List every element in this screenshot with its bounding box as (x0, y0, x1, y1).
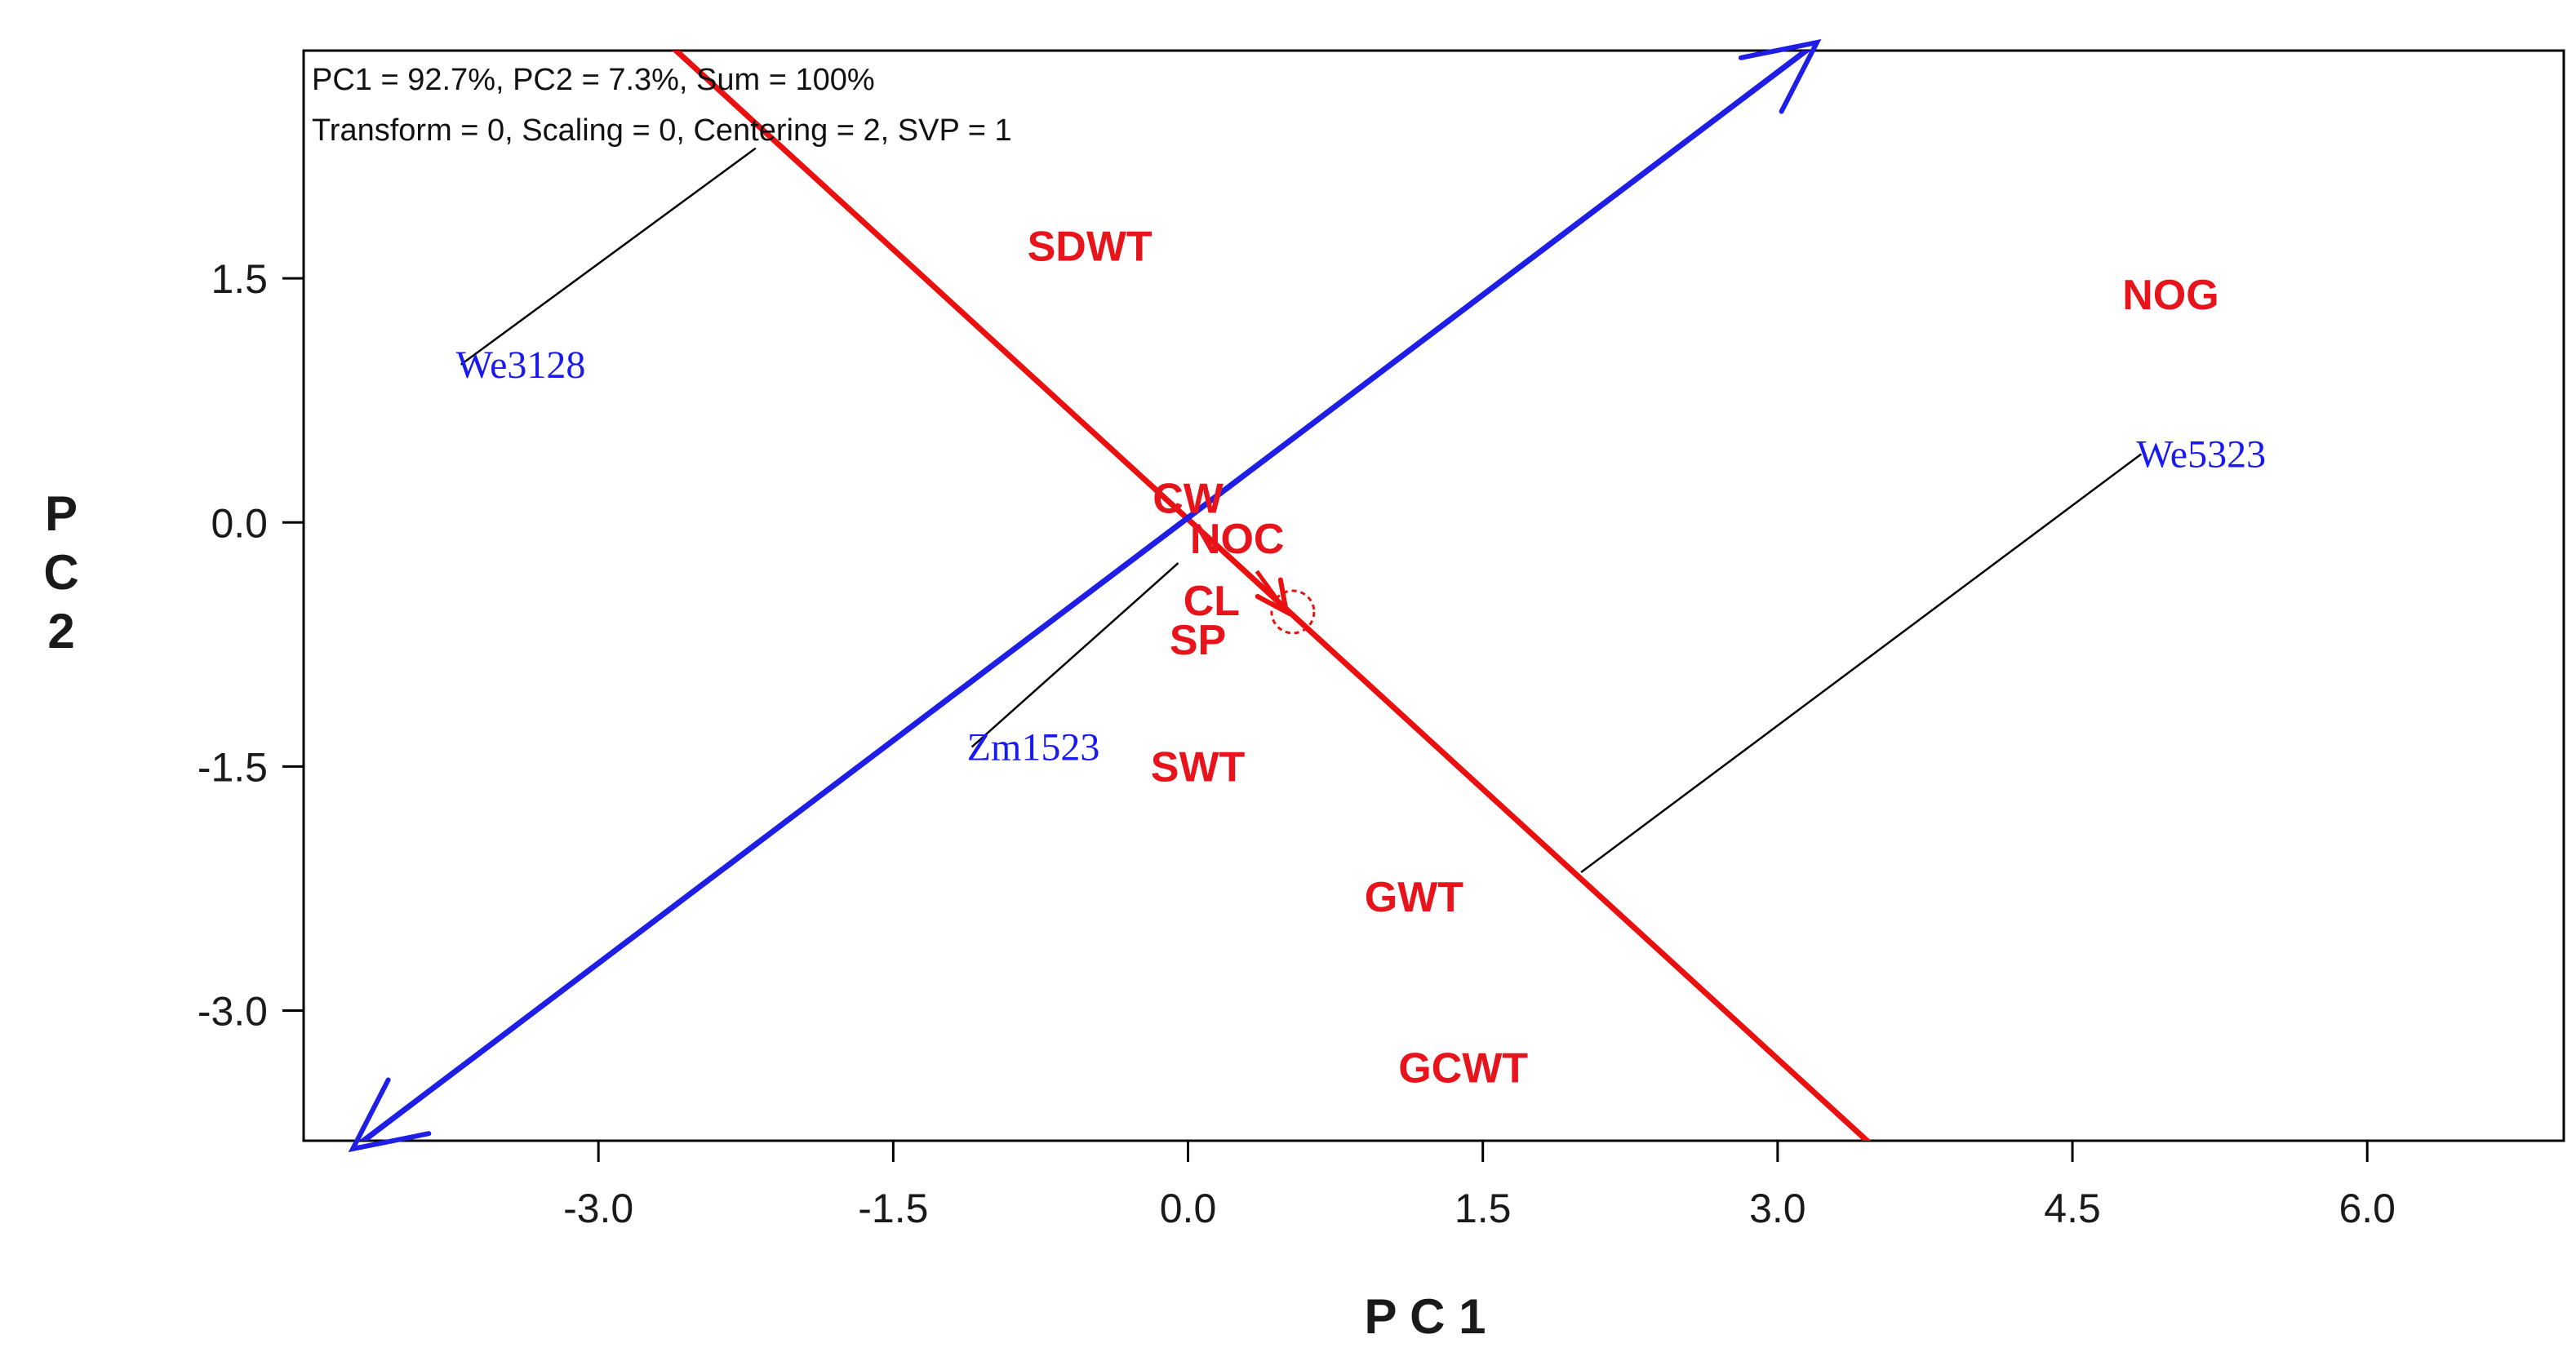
y-tick-label: -3.0 (198, 988, 268, 1034)
environment-label-cw: CW (1153, 475, 1224, 522)
environment-label-sp: SP (1170, 617, 1226, 664)
tick-labels: -3.0 -1.5 0.0 1.5 3.0 4.5 6.0 1.5 0.0 -1.5 -3.0 (198, 256, 2396, 1231)
x-tick-label: 0.0 (1160, 1186, 1217, 1231)
abscissa-arrowhead-top (1738, 38, 1822, 114)
x-tick-label: 4.5 (2044, 1186, 2101, 1231)
y-tick-label: 0.0 (211, 500, 268, 546)
environment-label-nog: NOG (2122, 272, 2218, 319)
genotype-label-zm1523: Zm1523 (967, 725, 1100, 769)
x-tick-label: -3.0 (563, 1186, 633, 1231)
x-tick-label: 3.0 (1749, 1186, 1806, 1231)
environment-label-gcwt: GCWT (1398, 1044, 1528, 1092)
x-tick-label: -1.5 (858, 1186, 928, 1231)
info-line-settings: Transform = 0, Scaling = 0, Centering = … (312, 113, 1012, 148)
projection-line-we3128 (460, 147, 757, 366)
projection-line-zm1523 (970, 562, 1179, 748)
plot-frame (302, 49, 2565, 1142)
x-tick-label: 6.0 (2338, 1186, 2396, 1231)
average-environment-arrowhead (1255, 577, 1290, 617)
x-tick-label: 1.5 (1455, 1186, 1512, 1231)
ate-ordinate-line (672, 51, 1872, 1141)
genotype-label-we3128: We3128 (456, 344, 586, 387)
y-tick-label: -1.5 (198, 744, 268, 790)
y-axis-title-letter-3: 2 (47, 604, 74, 658)
info-line-variance: PC1 = 92.7%, PC2 = 7.3%, Sum = 100% (312, 63, 875, 97)
y-tick-label: 1.5 (211, 256, 268, 302)
y-axis-title-letter-1: P (45, 486, 78, 541)
projection-line-we5323 (1580, 453, 2143, 873)
ate-abscissa-line (358, 51, 1811, 1141)
environment-label-cl: CL (1184, 578, 1240, 625)
environment-label-swt: SWT (1151, 743, 1246, 791)
abscissa-arrowhead-bottom (348, 1077, 432, 1153)
plot-content (358, 51, 2143, 1141)
average-environment-arrow (1255, 570, 1288, 614)
y-axis-title-letter-2: C (43, 545, 78, 600)
environment-label-noc: NOC (1190, 516, 1285, 563)
environment-label-sdwt: SDWT (1028, 223, 1153, 270)
average-environment-circle (1270, 589, 1316, 635)
genotype-label-we5323: We5323 (2136, 433, 2266, 477)
x-axis-title: P C 1 (1365, 1289, 1486, 1344)
environment-label-gwt: GWT (1365, 874, 1464, 921)
axis-ticks (282, 277, 2369, 1162)
